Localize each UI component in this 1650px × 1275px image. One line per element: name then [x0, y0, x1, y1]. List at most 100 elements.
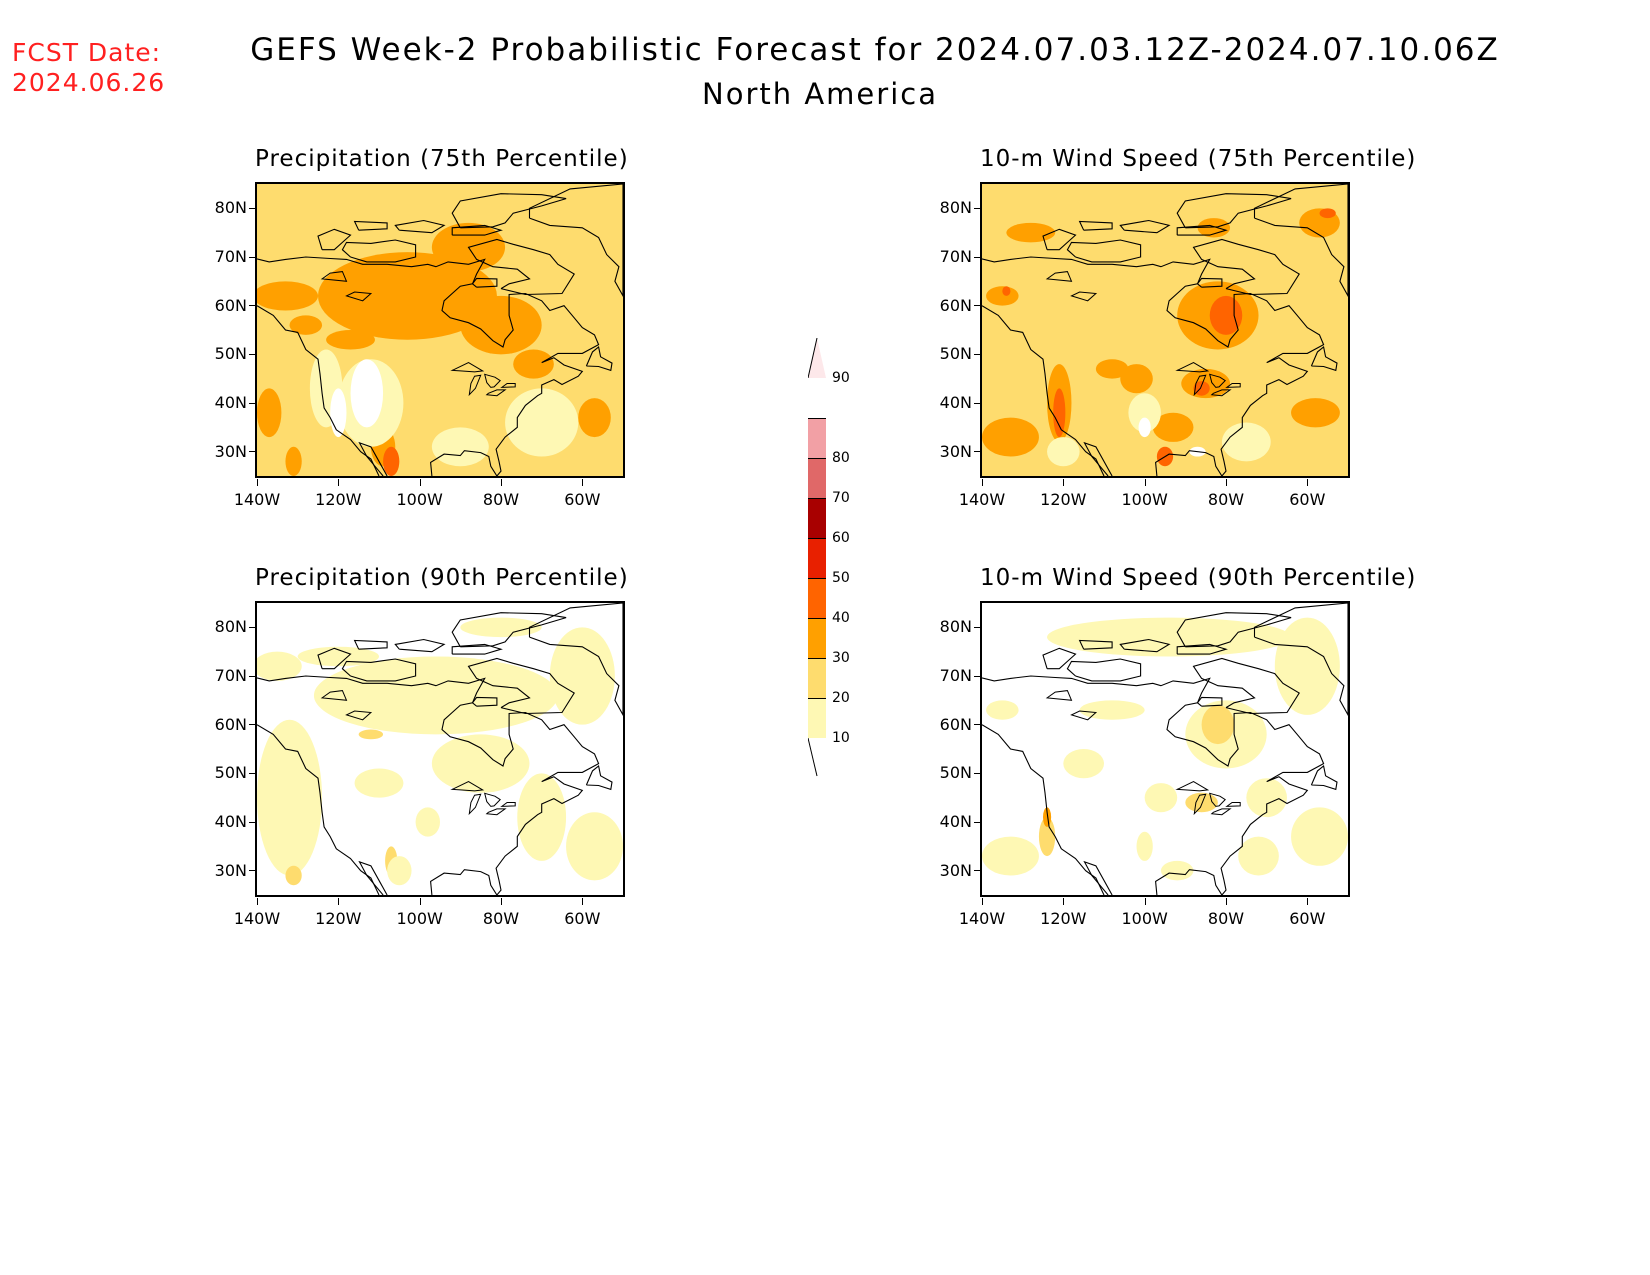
lat-tick-label: 30N [920, 861, 981, 880]
probability-shading [1274, 617, 1340, 715]
panel-title: 10-m Wind Speed (90th Percentile) [980, 565, 1417, 591]
probability-shading [289, 315, 323, 335]
lake-outline [1175, 781, 1210, 792]
map-plot [257, 603, 623, 895]
lake-outline [1193, 374, 1207, 397]
lon-tick-label: 80W [1196, 898, 1256, 928]
colorbar-swatch [808, 538, 826, 578]
probability-shading [1063, 749, 1104, 779]
colorbar-swatch [808, 578, 826, 618]
lake-outline [320, 271, 348, 282]
main-title: GEFS Week-2 Probabilistic Forecast for 2… [250, 32, 1500, 68]
coastline [1078, 220, 1113, 231]
lake-outline [1225, 802, 1241, 807]
coastline [358, 441, 388, 476]
lake-outline [1225, 383, 1241, 388]
lon-tick-label: 120W [1033, 479, 1093, 509]
lon-tick-label: 60W [1277, 479, 1337, 509]
probability-shading [513, 349, 554, 379]
probability-shading [578, 398, 611, 438]
coastline [528, 184, 623, 298]
lake-outline [1209, 792, 1226, 807]
panel-title: Precipitation (75th Percentile) [255, 146, 629, 172]
probability-shading [358, 729, 384, 740]
lon-tick-label: 60W [1277, 898, 1337, 928]
coastline [358, 860, 388, 895]
lake-outline [1070, 291, 1098, 302]
coastline [317, 228, 352, 251]
lon-tick-label: 140W [227, 898, 287, 928]
panel-title: 10-m Wind Speed (75th Percentile) [980, 146, 1417, 172]
coastline [1196, 696, 1223, 707]
coastline [257, 256, 600, 476]
probability-shading [1238, 836, 1279, 876]
coastline [1119, 638, 1171, 653]
lat-tick-label: 30N [920, 442, 981, 461]
coastline [1042, 228, 1077, 251]
panel-title: Precipitation (90th Percentile) [255, 565, 629, 591]
panel-precip-90: Precipitation (90th Percentile) 80N 70N 60… [195, 565, 629, 955]
lat-tick-label: 40N [920, 393, 981, 412]
probability-shading [1160, 860, 1194, 881]
probability-shading [1120, 364, 1153, 394]
probability-shading [1201, 705, 1235, 745]
lat-tick-label: 60N [920, 296, 981, 315]
probability-shading [257, 651, 302, 681]
probability-shading [257, 388, 282, 438]
coastline [1042, 647, 1077, 670]
coastline [982, 724, 1105, 895]
map-area [980, 601, 1350, 897]
lake-outline [500, 802, 516, 807]
coastline [585, 346, 613, 372]
probability-shading [460, 617, 542, 638]
coastline [1176, 643, 1228, 655]
lat-tick-label: 80N [195, 617, 256, 636]
coastline [528, 603, 623, 717]
lon-tick-label: 140W [227, 479, 287, 509]
probability-shading [1246, 778, 1287, 818]
lon-tick-label: 80W [471, 479, 531, 509]
probability-shading [1002, 286, 1011, 296]
probability-shading [460, 295, 542, 355]
panel-precip-75: Precipitation (75th Percentile) 80N 70N 60… [195, 146, 629, 536]
lake-outline [345, 291, 373, 302]
colorbar-bottom-cap [808, 738, 826, 777]
lat-tick-label: 80N [920, 617, 981, 636]
color-legend: 90 80 70 60 50 40 30 20 10 [808, 338, 888, 777]
colorbar-swatch [808, 498, 826, 538]
lon-tick-label: 60W [552, 898, 612, 928]
probability-shading [1144, 783, 1178, 813]
coastline [1310, 765, 1338, 791]
coastline [1119, 219, 1171, 234]
colorbar-label: 60 [832, 530, 850, 546]
coastline [1083, 441, 1113, 476]
probability-shading [1152, 412, 1194, 442]
coastline [451, 224, 503, 236]
lon-tick-label: 120W [308, 479, 368, 509]
lat-tick-label: 40N [195, 812, 256, 831]
probability-shading [1291, 807, 1348, 866]
probability-shading [505, 388, 579, 457]
probability-shading [431, 427, 489, 467]
coastline [341, 658, 417, 682]
fcst-date-label: FCST Date: [12, 38, 162, 67]
probability-shading [986, 286, 1019, 306]
lake-outline [450, 362, 485, 373]
colorbar-label: 90 [832, 370, 850, 386]
probability-shading [330, 388, 347, 438]
coastline [1192, 238, 1300, 296]
coastline [1176, 612, 1292, 648]
lon-tick-label: 120W [1033, 898, 1093, 928]
coastline [1066, 658, 1142, 682]
lat-tick-label: 50N [195, 344, 256, 363]
lon-tick-label: 80W [471, 898, 531, 928]
probability-shading [350, 359, 384, 428]
lat-tick-label: 60N [195, 715, 256, 734]
lake-outline [1070, 710, 1098, 721]
coastline [317, 647, 352, 670]
coastline [1078, 639, 1113, 650]
lake-outline [320, 690, 348, 701]
lake-outline [484, 792, 501, 807]
colorbar-swatch [808, 418, 826, 458]
colorbar-label: 40 [832, 610, 850, 626]
